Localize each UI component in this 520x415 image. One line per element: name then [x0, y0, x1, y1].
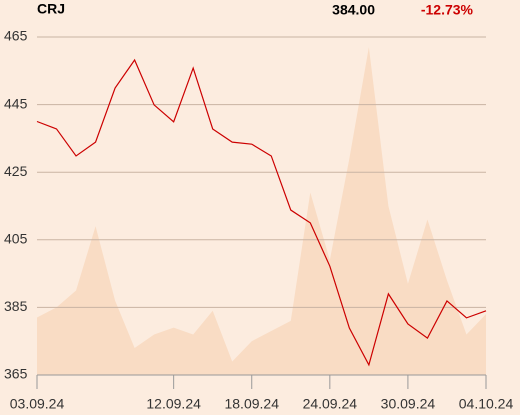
last-price: 384.00	[332, 2, 375, 18]
y-tick-label: 445	[4, 95, 28, 111]
y-tick-label: 405	[4, 231, 28, 247]
price-line	[36, 58, 487, 367]
x-tick-label: 30.09.24	[381, 396, 436, 412]
x-tick-label: 24.09.24	[303, 396, 358, 412]
x-tick-label: 12.09.24	[146, 396, 201, 412]
y-tick-label: 465	[4, 28, 28, 44]
y-tick-label: 365	[4, 366, 28, 382]
x-tick-label: 03.09.24	[10, 396, 65, 412]
volume-area	[37, 47, 486, 375]
y-tick-label: 425	[4, 163, 28, 179]
x-tick-label: 04.10.24	[459, 396, 514, 412]
x-tick-label: 18.09.24	[224, 396, 279, 412]
y-tick-label: 385	[4, 298, 28, 314]
chart-title: CRJ	[37, 1, 65, 17]
price-change: -12.73%	[421, 2, 474, 18]
